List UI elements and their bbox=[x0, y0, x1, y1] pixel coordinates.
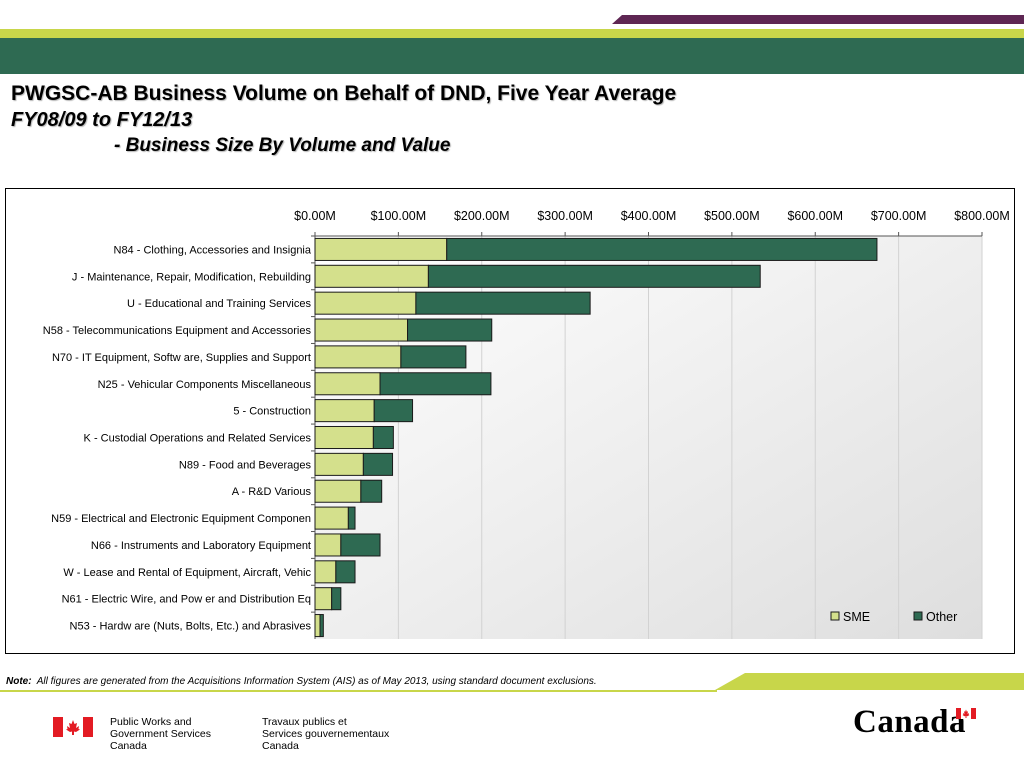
bar-other bbox=[340, 533, 381, 557]
category-label: N89 - Food and Beverages bbox=[179, 459, 312, 471]
category-label: W - Lease and Rental of Equipment, Aircr… bbox=[63, 567, 311, 579]
chart-frame: $0.00M $100.00M $200.00M $300.00M $400.00M $5… bbox=[5, 188, 1015, 654]
wordmark-flag-icon bbox=[956, 708, 976, 719]
purple-stripe bbox=[612, 15, 1024, 24]
bar-sme bbox=[314, 291, 417, 315]
category-label: N58 - Telecommunications Equipment and A… bbox=[43, 325, 312, 337]
category-label: N59 - Electrical and Electronic Equipmen… bbox=[51, 513, 311, 525]
bar-other bbox=[400, 345, 467, 369]
x-tick-label: $700.00M bbox=[871, 209, 927, 223]
bar-other bbox=[319, 614, 324, 638]
title-line-1: PWGSC-AB Business Volume on Behalf of DN… bbox=[11, 82, 677, 105]
x-tick-label: $300.00M bbox=[537, 209, 593, 223]
canada-wordmark: Canada bbox=[853, 704, 967, 740]
bar-other bbox=[427, 264, 761, 288]
bar-other bbox=[362, 452, 394, 476]
x-tick-label: $200.00M bbox=[454, 209, 510, 223]
category-label: N53 - Hardw are (Nuts, Bolts, Etc.) and … bbox=[70, 621, 312, 633]
department-name-french: Travaux publics et Services gouvernement… bbox=[262, 716, 389, 752]
category-label: N84 - Clothing, Accessories and Insignia bbox=[114, 244, 312, 256]
x-tick-label: $500.00M bbox=[704, 209, 760, 223]
canada-flag-icon bbox=[53, 717, 93, 737]
bar-sme bbox=[314, 560, 337, 584]
bar-sme bbox=[314, 264, 429, 288]
category-label: K - Custodial Operations and Related Ser… bbox=[84, 433, 312, 445]
bar-other bbox=[379, 372, 492, 396]
bar-other bbox=[446, 237, 878, 261]
bar-other bbox=[415, 291, 591, 315]
category-label: N61 - Electric Wire, and Pow er and Dist… bbox=[62, 594, 311, 606]
legend-label-sme: SME bbox=[843, 610, 870, 624]
title-line-2: FY08/09 to FY12/13 bbox=[11, 109, 193, 131]
bar-other bbox=[347, 506, 356, 530]
category-label: A - R&D Various bbox=[232, 486, 312, 498]
bar-other bbox=[372, 425, 394, 450]
bar-sme bbox=[314, 479, 362, 503]
note-text: All figures are generated from the Acqui… bbox=[36, 676, 597, 687]
x-tick-label: $0.00M bbox=[294, 209, 336, 223]
bar-other bbox=[373, 399, 414, 423]
bar-sme bbox=[314, 372, 381, 396]
bar-other bbox=[331, 587, 342, 611]
dept-fr-line-2: Services gouvernementaux bbox=[262, 728, 390, 740]
bar-sme bbox=[314, 318, 409, 342]
bar-sme bbox=[314, 399, 375, 423]
bar-sme bbox=[314, 587, 333, 611]
bar-sme bbox=[314, 533, 342, 557]
title-line-3: - Business Size By Volume and Value bbox=[114, 135, 451, 156]
category-label: U - Educational and Training Services bbox=[127, 298, 312, 310]
dept-fr-line-3: Canada bbox=[262, 740, 299, 752]
dept-en-line-3: Canada bbox=[110, 740, 147, 752]
x-tick-label: $100.00M bbox=[371, 209, 427, 223]
header-bar bbox=[0, 29, 1024, 74]
x-tick-label: $800.00M bbox=[954, 209, 1010, 223]
category-label: J - Maintenance, Repair, Modification, R… bbox=[72, 271, 311, 283]
bar-other bbox=[360, 479, 383, 503]
bar-chart: $0.00M $100.00M $200.00M $300.00M $400.00M $5… bbox=[43, 209, 1010, 639]
legend-label-other: Other bbox=[926, 610, 957, 624]
category-label: N25 - Vehicular Components Miscellaneous bbox=[98, 379, 312, 391]
dept-fr-line-1: Travaux publics et bbox=[262, 716, 347, 728]
bar-sme bbox=[314, 345, 402, 369]
footnote: Note: All figures are generated from the… bbox=[6, 676, 597, 687]
bar-other bbox=[335, 560, 356, 584]
dept-en-line-1: Public Works and bbox=[110, 716, 192, 728]
x-tick-label: $400.00M bbox=[621, 209, 677, 223]
bar-sme bbox=[314, 506, 349, 530]
category-label: N70 - IT Equipment, Softw are, Supplies … bbox=[52, 352, 311, 364]
x-tick-label: $600.00M bbox=[787, 209, 843, 223]
bar-sme bbox=[314, 614, 321, 638]
note-label: Note: bbox=[6, 676, 32, 687]
category-label: N66 - Instruments and Laboratory Equipme… bbox=[91, 540, 311, 552]
department-name-english: Public Works and Government Services Can… bbox=[110, 716, 211, 752]
dept-en-line-2: Government Services bbox=[110, 728, 211, 740]
legend-swatch-other bbox=[913, 611, 923, 621]
bar-sme bbox=[314, 425, 374, 450]
legend-swatch-sme bbox=[830, 611, 840, 621]
bar-sme bbox=[314, 237, 448, 261]
category-label: 5 - Construction bbox=[233, 406, 311, 418]
bar-sme bbox=[314, 452, 364, 476]
bar-other bbox=[407, 318, 493, 342]
page-title: PWGSC-AB Business Volume on Behalf of DN… bbox=[11, 81, 676, 159]
